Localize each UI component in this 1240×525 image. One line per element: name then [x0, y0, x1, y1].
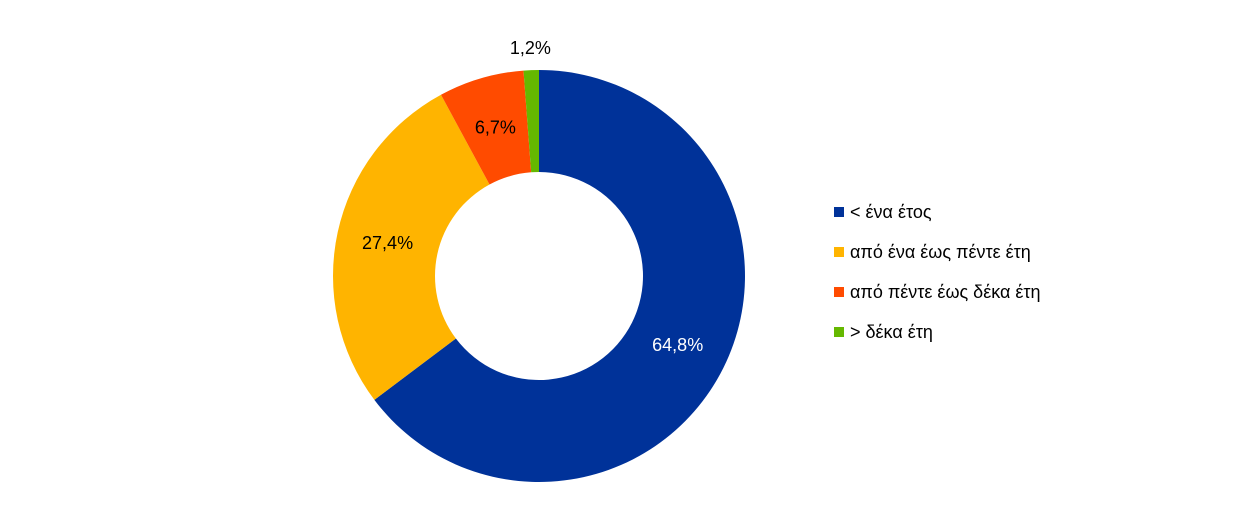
legend-item-five-to-ten-years: από πέντε έως δέκα έτη [834, 272, 1041, 312]
chart-legend: < ένα έτος από ένα έως πέντε έτη από πέν… [834, 192, 1041, 352]
label-one-to-five-years: 27,4% [362, 233, 413, 253]
slice-five-to-ten-years [440, 70, 532, 185]
legend-item-under-one-year: < ένα έτος [834, 192, 1041, 232]
legend-label: από πέντε έως δέκα έτη [850, 281, 1041, 302]
donut-value-labels: 64,8% 27,4% 6,7% 1,2% [362, 38, 703, 355]
legend-label: από ένα έως πέντε έτη [850, 241, 1031, 262]
label-under-one-year: 64,8% [652, 335, 703, 355]
slice-over-ten-years [523, 70, 539, 173]
legend-item-over-ten-years: > δέκα έτη [834, 312, 1041, 352]
legend-label: < ένα έτος [850, 201, 932, 222]
slice-under-one-year [374, 70, 745, 483]
legend-item-one-to-five-years: από ένα έως πέντε έτη [834, 232, 1041, 272]
label-over-ten-years: 1,2% [510, 38, 551, 58]
donut-slices [333, 70, 745, 483]
slice-one-to-five-years [333, 94, 490, 400]
legend-label: > δέκα έτη [850, 321, 933, 342]
legend-swatch [834, 247, 844, 257]
legend-swatch [834, 287, 844, 297]
legend-swatch [834, 207, 844, 217]
legend-swatch [834, 327, 844, 337]
label-five-to-ten-years: 6,7% [475, 117, 516, 137]
